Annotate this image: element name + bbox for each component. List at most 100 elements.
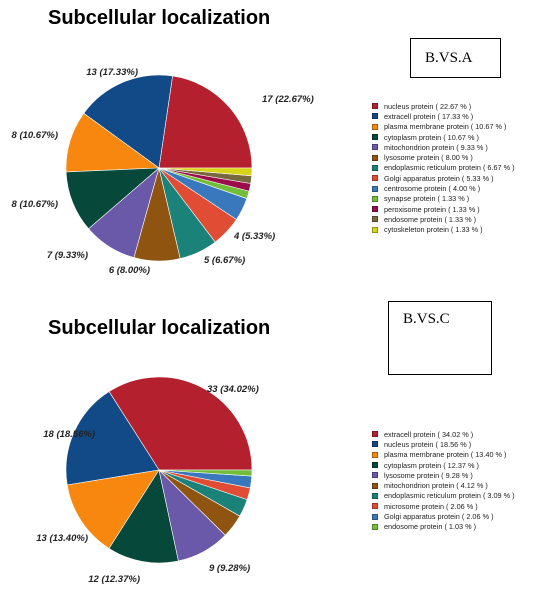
legend-item: peroxisome protein ( 1.33 % ) [372,204,515,214]
legend-label: synapse protein ( 1.33 % ) [384,194,470,204]
legend-item: cytoskeleton protein ( 1.33 % ) [372,225,515,235]
chart-legend: extracell protein ( 34.02 % ) nucleus pro… [372,429,515,532]
comparison-label-box: B.VS.C [388,301,492,375]
legend-swatch [372,492,378,499]
legend-item: Golgi apparatus protein ( 2.06 % ) [372,511,515,521]
legend-item: lysosome protein ( 9.28 % ) [372,470,515,480]
legend-swatch [372,451,378,458]
legend-item: endoplasmic reticulum protein ( 6.67 % ) [372,163,515,173]
legend-item: centrosome protein ( 4.00 % ) [372,183,515,193]
comparison-label-box: B.VS.A [410,38,501,78]
comparison-label: B.VS.C [403,311,450,327]
slice-data-label: 12 (12.37%) [88,574,140,585]
slice-data-label: 5 (6.67%) [204,255,245,266]
legend-label: lysosome protein ( 8.00 % ) [384,153,473,163]
legend-swatch [372,175,378,182]
legend-swatch [372,226,378,233]
legend-label: microsome protein ( 2.06 % ) [384,501,478,511]
legend-swatch [372,472,378,479]
legend-swatch [372,123,378,130]
legend-swatch [372,154,378,161]
pie-slice [108,376,253,471]
legend-item: mitochondrion protein ( 9.33 % ) [372,142,515,152]
legend-label: cytoplasm protein ( 12.37 % ) [384,460,479,470]
slice-data-label: 13 (13.40%) [36,533,88,544]
legend-label: Golgi apparatus protein ( 5.33 % ) [384,173,494,183]
legend-item: synapse protein ( 1.33 % ) [372,194,515,204]
legend-swatch [372,523,378,530]
legend-swatch [372,185,378,192]
legend-label: endoplasmic reticulum protein ( 3.09 % ) [384,491,515,501]
pie-chart: 33 (34.02%) 18 (18.56%) 13 (13.40%) 12 (12.… [36,376,259,585]
legend-item: extracell protein ( 34.02 % ) [372,429,515,439]
legend-swatch [372,113,378,120]
legend-item: plasma membrane protein ( 13.40 % ) [372,450,515,460]
legend-label: cytoplasm protein ( 10.67 % ) [384,132,479,142]
legend-swatch [372,503,378,510]
legend-label: peroxisome protein ( 1.33 % ) [384,204,480,214]
chart-legend: nucleus protein ( 22.67 % ) extracell pro… [372,101,515,235]
slice-data-label: 8 (10.67%) [12,199,58,210]
slice-data-label: 9 (9.28%) [209,563,250,574]
legend-item: Golgi apparatus protein ( 5.33 % ) [372,173,515,183]
slice-data-label: 8 (10.67%) [12,130,58,141]
chart-panel-b-vs-a: Subcellular localization B.VS.A 17 (22.6… [0,0,550,299]
slice-data-label: 18 (18.56%) [43,429,95,440]
chart-title: Subcellular localization [48,7,271,29]
slice-data-label: 6 (8.00%) [109,265,150,276]
legend-label: cytoskeleton protein ( 1.33 % ) [384,225,483,235]
legend-swatch [372,195,378,202]
legend-label: plasma membrane protein ( 10.67 % ) [384,122,507,132]
legend-swatch [372,144,378,151]
pie-slice [83,74,173,169]
legend-item: lysosome protein ( 8.00 % ) [372,152,515,162]
pie-chart: 17 (22.67%) 13 (17.33%) 8 (10.67%) 8 (10.67… [12,67,314,276]
chart-panel-b-vs-c: Subcellular localization B.VS.C 33 (34.0… [0,300,550,599]
legend-item: microsome protein ( 2.06 % ) [372,501,515,511]
slice-data-label: 17 (22.67%) [262,94,314,105]
legend-item: nucleus protein ( 18.56 % ) [372,439,515,449]
legend-item: plasma membrane protein ( 10.67 % ) [372,122,515,132]
legend-label: centrosome protein ( 4.00 % ) [384,184,481,194]
legend-label: mitochondrion protein ( 4.12 % ) [384,481,488,491]
legend-swatch [372,441,378,448]
legend-item: endosome protein ( 1.03 % ) [372,522,515,532]
legend-label: endoplasmic reticulum protein ( 6.67 % ) [384,163,515,173]
legend-label: nucleus protein ( 18.56 % ) [384,439,472,449]
legend-label: endosome protein ( 1.03 % ) [384,522,477,532]
legend-swatch [372,216,378,223]
pie-slice [158,167,253,177]
legend-item: mitochondrion protein ( 4.12 % ) [372,480,515,490]
slice-data-label: 33 (34.02%) [207,384,259,395]
legend-item: cytoplasm protein ( 12.37 % ) [372,460,515,470]
legend-label: extracell protein ( 17.33 % ) [384,111,474,121]
legend-swatch [372,431,378,438]
legend-label: Golgi apparatus protein ( 2.06 % ) [384,512,494,522]
legend-swatch [372,513,378,520]
legend-item: cytoplasm protein ( 10.67 % ) [372,132,515,142]
legend-label: plasma membrane protein ( 13.40 % ) [384,450,507,460]
pie-slice [158,75,253,169]
slice-data-label: 7 (9.33%) [47,250,88,261]
legend-item: nucleus protein ( 22.67 % ) [372,101,515,111]
legend-swatch [372,134,378,141]
legend-label: mitochondrion protein ( 9.33 % ) [384,142,488,152]
pie-slice [108,469,179,564]
legend-item: endosome protein ( 1.33 % ) [372,214,515,224]
slice-data-label: 13 (17.33%) [86,67,138,78]
pie-slice [158,469,253,477]
legend-label: extracell protein ( 34.02 % ) [384,429,474,439]
legend-label: nucleus protein ( 22.67 % ) [384,101,472,111]
pie-slice [65,391,160,486]
pie-slice [66,469,160,549]
chart-title: Subcellular localization [48,317,271,339]
legend-swatch [372,103,378,110]
legend-item: endoplasmic reticulum protein ( 3.09 % ) [372,491,515,501]
comparison-label: B.VS.A [425,50,473,66]
legend-item: extracell protein ( 17.33 % ) [372,111,515,121]
legend-label: endosome protein ( 1.33 % ) [384,214,477,224]
legend-swatch [372,164,378,171]
legend-label: lysosome protein ( 9.28 % ) [384,470,473,480]
legend-swatch [372,206,378,213]
slice-data-label: 4 (5.33%) [233,231,275,242]
